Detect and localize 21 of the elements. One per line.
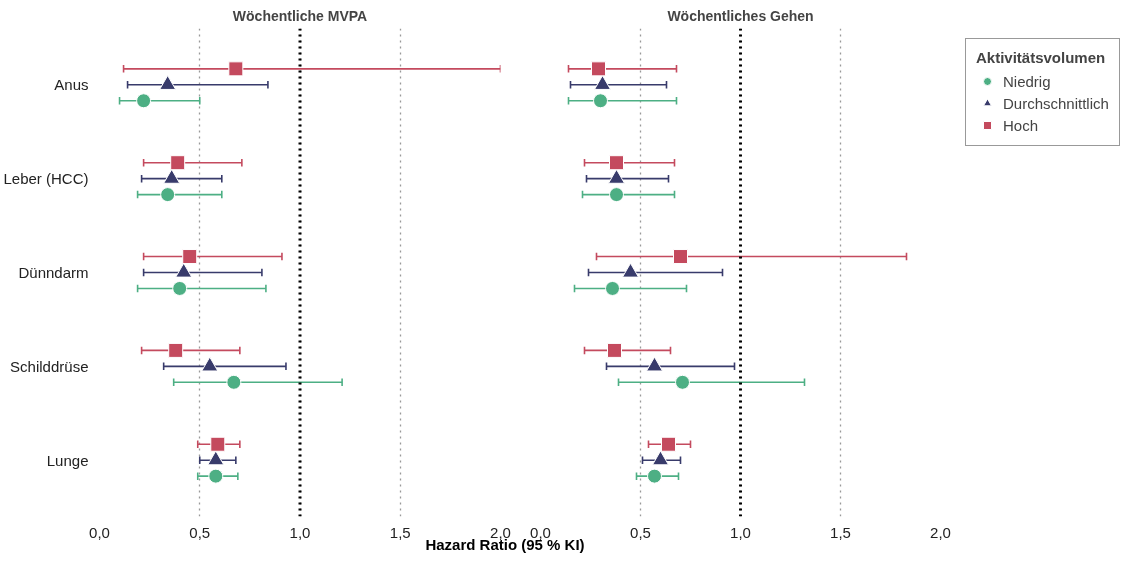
y-tick-label: Schilddrüse <box>10 357 89 375</box>
chart-title: Wöchentliche MVPA <box>232 7 368 24</box>
x-tick-label: 2,0 <box>490 523 511 541</box>
x-tick-label: 1,0 <box>730 523 751 541</box>
y-tick-label: Lunge <box>46 451 89 469</box>
y-tick-label: Anus <box>54 76 89 94</box>
x-tick-label: 1,5 <box>830 523 851 541</box>
x-tick-label: 1,5 <box>389 523 411 541</box>
y-tick-label: Dünndarm <box>18 264 89 281</box>
legend-title: Aktivitätsvolumen <box>976 49 1107 66</box>
x-tick-label: 2,0 <box>930 523 951 541</box>
x-tick-label: 0,5 <box>189 523 211 541</box>
x-tick-label: 0,5 <box>630 523 651 541</box>
chart-title: Wöchentliches Gehen <box>667 7 814 24</box>
legend-label: Niedrig <box>1003 72 1051 90</box>
legend-label: Hoch <box>1003 116 1039 134</box>
x-tick-label: 1,0 <box>289 523 311 541</box>
y-tick-label: Leber (HCC) <box>3 170 89 188</box>
x-tick-label: 0,0 <box>89 523 110 541</box>
x-tick-label: 0,0 <box>530 523 551 541</box>
legend-label: Durchschnittlich <box>1003 94 1109 112</box>
